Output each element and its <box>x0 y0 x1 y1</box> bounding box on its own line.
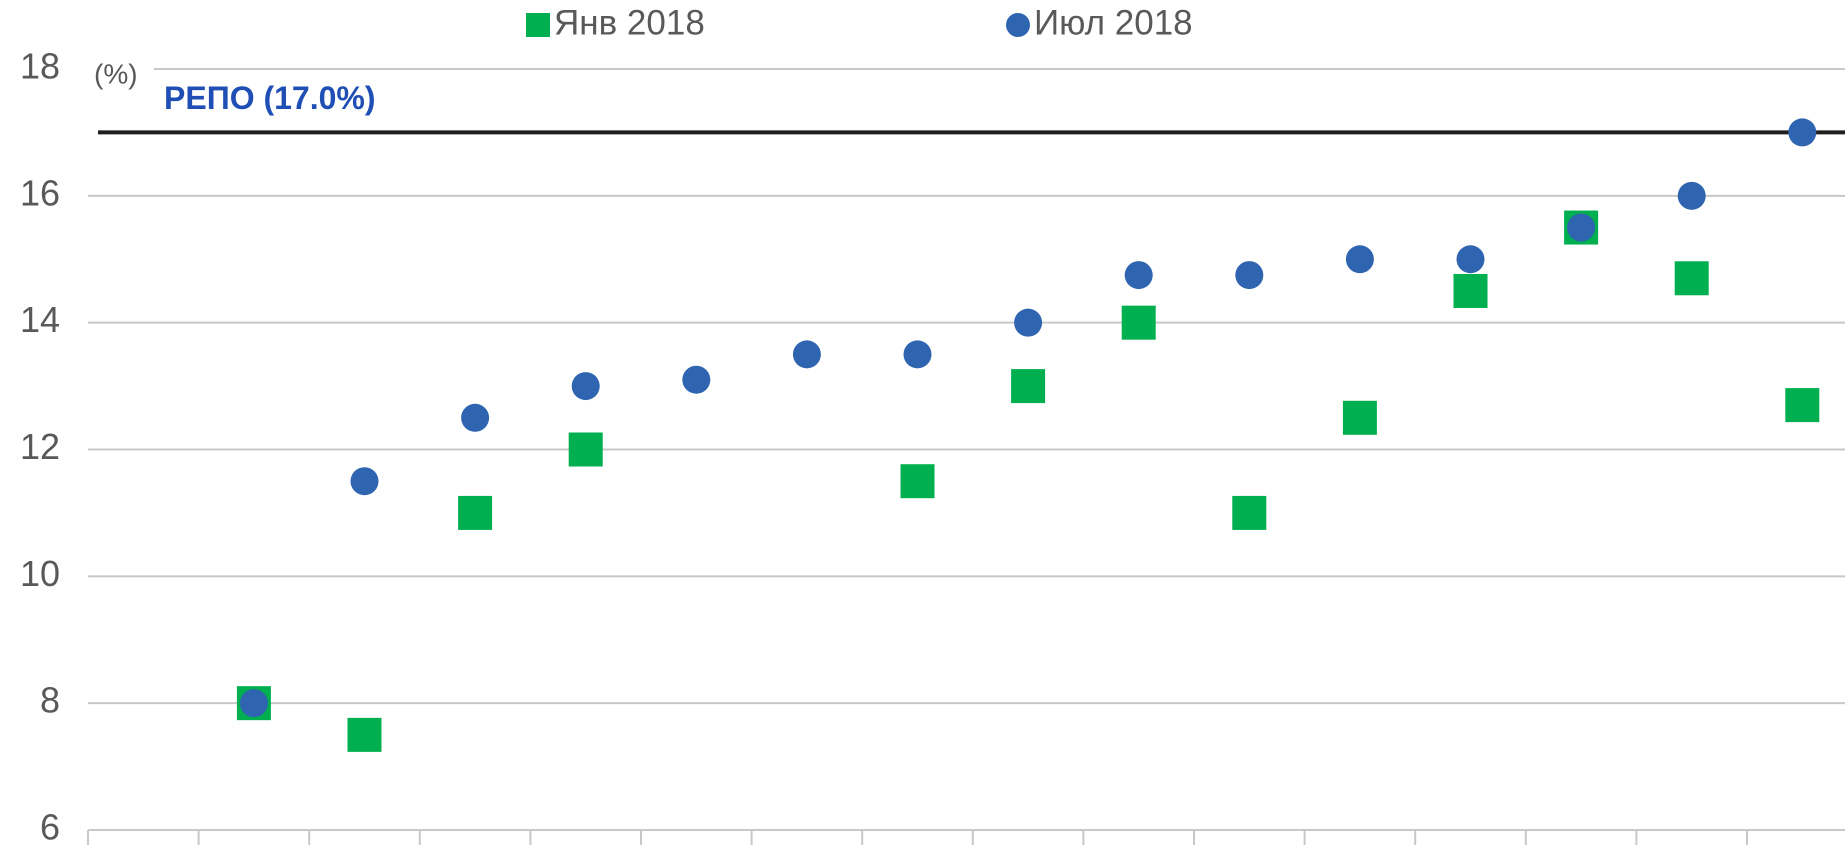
reference-label: РЕПО (17.0%) <box>164 80 376 116</box>
marker-square <box>1011 369 1046 404</box>
marker-circle <box>682 365 711 394</box>
marker-circle <box>1235 261 1264 290</box>
marker-circle <box>792 340 821 369</box>
marker-circle <box>571 372 600 401</box>
marker-square <box>458 495 493 530</box>
marker-circle <box>1677 181 1706 210</box>
marker-circle <box>1124 261 1153 290</box>
marker-square <box>568 432 603 467</box>
y-tick-label: 16 <box>20 172 60 213</box>
marker-square <box>900 464 935 499</box>
marker-square <box>347 717 382 752</box>
marker-circle <box>1788 118 1817 147</box>
legend-swatch <box>526 13 550 37</box>
marker-circle <box>903 340 932 369</box>
marker-square <box>1232 495 1267 530</box>
y-tick-label: 8 <box>40 680 60 721</box>
legend-label: Июл 2018 <box>1034 3 1193 42</box>
y-tick-label: 14 <box>20 299 60 340</box>
marker-square <box>1785 388 1820 423</box>
marker-square <box>1674 261 1709 296</box>
marker-circle <box>461 403 490 432</box>
marker-circle <box>1345 245 1374 274</box>
marker-circle <box>1456 245 1485 274</box>
marker-circle <box>239 689 268 718</box>
y-tick-label: 12 <box>20 426 60 467</box>
y-tick-label: 18 <box>20 46 60 87</box>
legend-swatch <box>1006 13 1030 37</box>
marker-square <box>1342 400 1377 435</box>
marker-square <box>1453 273 1488 308</box>
marker-square <box>1121 305 1156 340</box>
marker-circle <box>350 467 379 496</box>
y-tick-label: 6 <box>40 807 60 845</box>
y-tick-label: 10 <box>20 553 60 594</box>
legend-label: Янв 2018 <box>554 3 705 42</box>
marker-circle <box>1567 213 1596 242</box>
y-axis-label: (%) <box>94 58 138 89</box>
marker-circle <box>1014 308 1043 337</box>
